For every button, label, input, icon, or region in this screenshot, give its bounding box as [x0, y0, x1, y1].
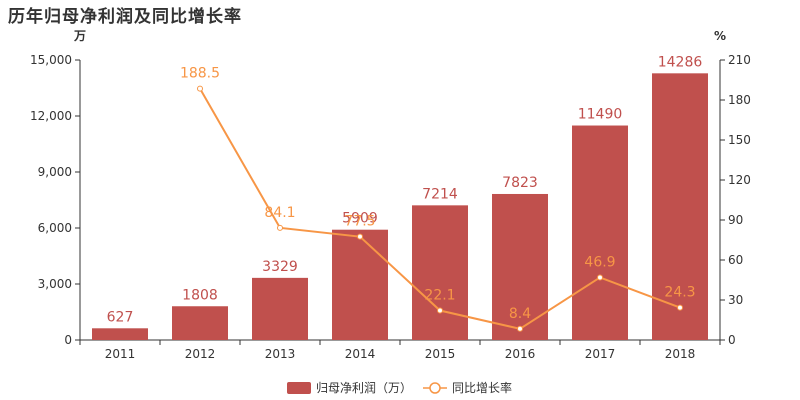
bars-group: 627 1808 3329 5909 7214 7823 11490 14286 [92, 54, 708, 341]
left-tick-label: 6,000 [38, 221, 72, 235]
axes-group: 0 3,000 6,000 9,000 12,000 15,000 0 30 60 90 120 15… [30, 29, 751, 361]
x-tick-label: 2017 [585, 347, 616, 361]
bar [412, 205, 468, 340]
growth-rate-point [597, 274, 603, 281]
growth-rate-label: 46.9 [584, 254, 615, 270]
bar [652, 73, 708, 340]
left-tick-label: 12,000 [30, 109, 72, 123]
left-tick-label: 0 [64, 333, 72, 347]
growth-rate-point [437, 307, 443, 314]
bar [92, 328, 148, 340]
left-tick-label: 15,000 [30, 53, 72, 67]
x-tick-label: 2013 [265, 347, 296, 361]
right-tick-label: 0 [728, 333, 736, 347]
right-tick-label: 60 [728, 253, 743, 267]
bar-value-label: 627 [107, 309, 134, 325]
bar [252, 277, 308, 340]
growth-rate-label: 84.1 [264, 205, 295, 221]
chart-title: 历年归母净利润及同比增长率 [8, 7, 242, 27]
legend-bar-swatch [287, 382, 311, 394]
bar [572, 125, 628, 341]
legend-bar-label: 归母净利润（万） [316, 381, 412, 395]
x-tick-label: 2015 [425, 347, 456, 361]
bar-value-label: 7214 [422, 186, 458, 202]
right-tick-label: 30 [728, 293, 743, 307]
bar-value-label: 5909 [342, 211, 378, 227]
x-tick-label: 2014 [345, 347, 376, 361]
x-tick-label: 2018 [665, 347, 696, 361]
growth-rate-label: 8.4 [509, 306, 531, 322]
growth-rate-label: 24.3 [664, 285, 695, 301]
bar-value-label: 1808 [182, 287, 218, 303]
growth-rate-point [277, 224, 283, 231]
left-tick-label: 9,000 [38, 165, 72, 179]
x-tick-label: 2011 [105, 347, 136, 361]
left-axis-unit: 万 [73, 29, 86, 43]
growth-rate-label: 22.1 [424, 288, 455, 304]
x-tick-label: 2012 [185, 347, 216, 361]
right-tick-label: 180 [728, 93, 751, 107]
growth-rate-point [677, 304, 683, 311]
bar-value-label: 14286 [658, 54, 703, 70]
bar-value-label: 7823 [502, 175, 538, 191]
line-group: 188.5 84.1 77.5 22.1 8.4 46.9 24.3 [180, 66, 696, 332]
x-tick-label: 2016 [505, 347, 536, 361]
growth-rate-point [517, 325, 523, 332]
legend-line-label: 同比增长率 [452, 380, 512, 395]
bar-value-label: 3329 [262, 259, 298, 275]
right-tick-label: 150 [728, 133, 751, 147]
right-axis-unit: % [714, 29, 726, 43]
right-tick-label: 120 [728, 173, 751, 187]
bar [172, 306, 228, 340]
left-tick-label: 3,000 [38, 277, 72, 291]
growth-rate-point [197, 85, 203, 92]
legend-group: 归母净利润（万） 同比增长率 [287, 380, 512, 395]
growth-rate-label: 188.5 [180, 66, 220, 82]
right-tick-label: 90 [728, 213, 743, 227]
legend-line-marker [429, 382, 441, 394]
growth-rate-point [357, 233, 363, 240]
bar [332, 229, 388, 340]
growth-rate-label: 77.5 [344, 214, 375, 230]
bar-value-label: 11490 [578, 107, 623, 123]
right-tick-label: 210 [728, 53, 751, 67]
